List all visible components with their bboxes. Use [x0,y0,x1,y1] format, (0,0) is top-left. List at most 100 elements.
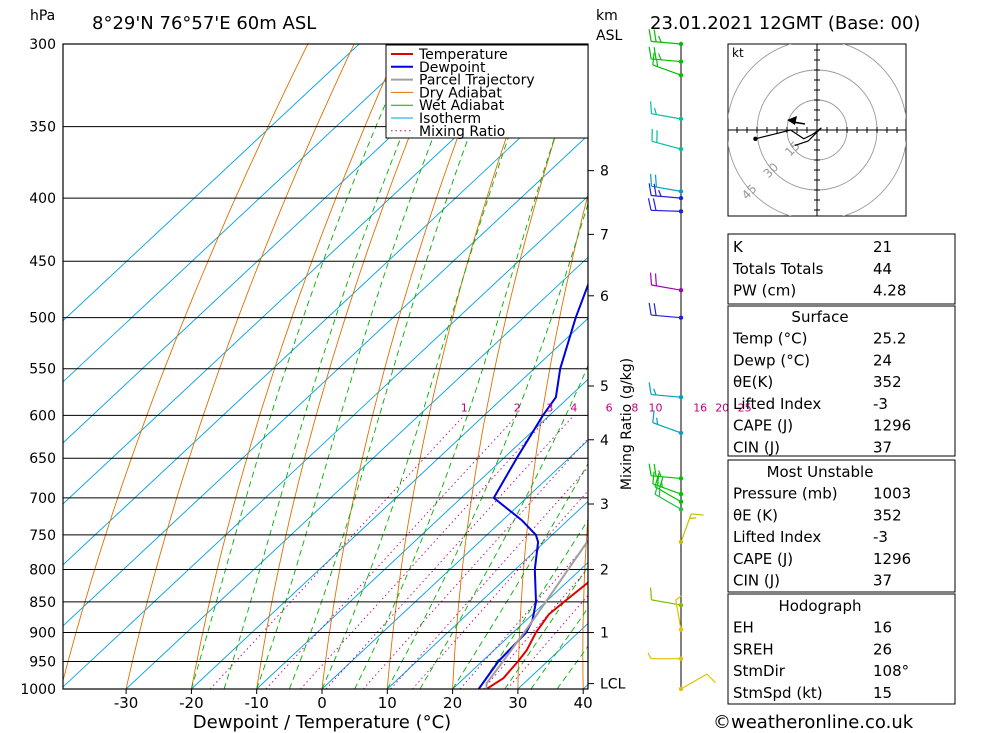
mixing-ratio-line [325,414,575,689]
wind-barb [648,183,684,201]
stability-indices-table: K 21 Totals Totals 44 PW (cm) 4.28 Surface Temp… [727,233,956,705]
isotherm-line [386,500,588,689]
mixing-ratio-label: 4 [570,401,577,414]
x-tick-label: -10 [244,694,269,712]
pressure-tick-label: 400 [29,191,56,207]
wind-barb [647,198,684,214]
km-tick-label: 7 [600,227,609,243]
hodograph-box [727,593,956,705]
index-label: Pressure (mb) [733,485,838,503]
index-label: Totals Totals [732,260,824,278]
dry-adiabat-line [988,44,1000,689]
legend-label: Parcel Trajectory [419,73,535,89]
isotherm-line [63,44,425,383]
wind-barb [649,272,684,293]
legend-label: Wet Adiabat [419,98,505,114]
dry-adiabat-line [256,44,448,689]
mixing-ratio-line [300,414,551,689]
axes: 3003504004505005506006507007508008509009… [20,37,625,712]
wind-barb [649,173,684,194]
temperature-line [486,579,588,689]
indices-box [727,233,956,305]
legend-label: Dewpoint [419,60,486,76]
km-tick-label: 4 [600,433,609,449]
isotherm-line [63,44,556,505]
run-time-title: 23.01.2021 12GMT (Base: 00) [650,13,920,34]
mixing-ratio-label: 3 [546,401,553,414]
wind-barb [648,29,684,47]
dry-adiabat-line [582,511,588,689]
pressure-tick-label: 950 [29,655,56,671]
index-label: Lifted Index [733,528,821,546]
pressure-tick-label: 700 [29,491,56,507]
wet-adiabat-line [256,44,471,689]
index-label: Lifted Index [733,395,821,413]
x-tick-label: -30 [114,694,139,712]
pressure-tick-label: 750 [29,528,56,544]
mixing-ratio-axis-label: Mixing Ratio (g/kg) [619,358,635,490]
wet-adiabat-line [504,565,588,689]
wind-barb [678,673,717,692]
wind-barb [648,302,684,320]
wet-adiabat-line [386,202,588,689]
wind-barb [649,101,684,122]
wind-profile [647,29,717,692]
pressure-unit-label: hPa [30,8,55,24]
index-label: CIN (J) [733,439,780,457]
index-value: 4.28 [873,282,906,300]
isotherm-line [125,256,588,689]
mixing-ratio-label: 6 [606,401,613,414]
index-value: 21 [873,238,892,256]
isotherm-line [452,561,588,689]
x-tick-label: 20 [443,694,462,712]
index-value: -3 [873,528,888,546]
index-value: 16 [873,619,892,637]
isotherm-line [63,195,588,688]
pressure-tick-label: 1000 [20,682,56,698]
index-value: 24 [873,351,892,369]
mixing-ratio-label: 25 [738,401,752,414]
x-axis-label: Dewpoint / Temperature (°C) [193,712,451,733]
pressure-tick-label: 600 [29,408,56,424]
index-value: 1296 [873,417,911,435]
wet-adiabat-line [321,44,543,689]
dry-adiabat-line [452,44,587,689]
wind-barb [648,463,684,481]
wind-barb [647,652,684,661]
index-label: PW (cm) [733,282,796,300]
index-value: 37 [873,572,892,590]
mixing-ratio-label: 10 [649,401,663,414]
km-tick-label: 3 [600,497,609,513]
mixing-ratio-label: 20 [715,401,729,414]
x-tick-label: 40 [574,694,593,712]
wind-barb [648,46,684,64]
isotherm-line [191,317,588,689]
isotherm-line [256,378,588,689]
index-value: 1296 [873,550,911,568]
dry-adiabat-line [63,44,309,683]
legend-box [385,44,589,139]
km-tick-label: 2 [600,562,609,578]
table-section-title: Most Unstable [767,463,874,481]
mixing-ratio-line [362,438,588,689]
index-value: 15 [873,684,892,702]
km-tick-label: 5 [600,379,609,395]
wind-barb [652,410,684,436]
surface-box [727,305,956,457]
index-label: CIN (J) [733,572,780,590]
mixing-ratio-label: 2 [514,401,521,414]
isotherm-line [63,44,360,322]
index-value: 25.2 [873,330,906,348]
x-tick-label: -20 [179,694,204,712]
wind-barb [652,52,684,78]
dry-adiabat-line [646,44,725,689]
mixing-ratio-label: 1 [461,401,468,414]
pressure-tick-label: 800 [29,562,56,578]
legend-label: Mixing Ratio [419,124,505,140]
legend-label: Dry Adiabat [419,85,502,101]
index-value: 352 [873,506,902,524]
legend-label: Temperature [418,47,508,63]
wind-barb [652,471,684,497]
